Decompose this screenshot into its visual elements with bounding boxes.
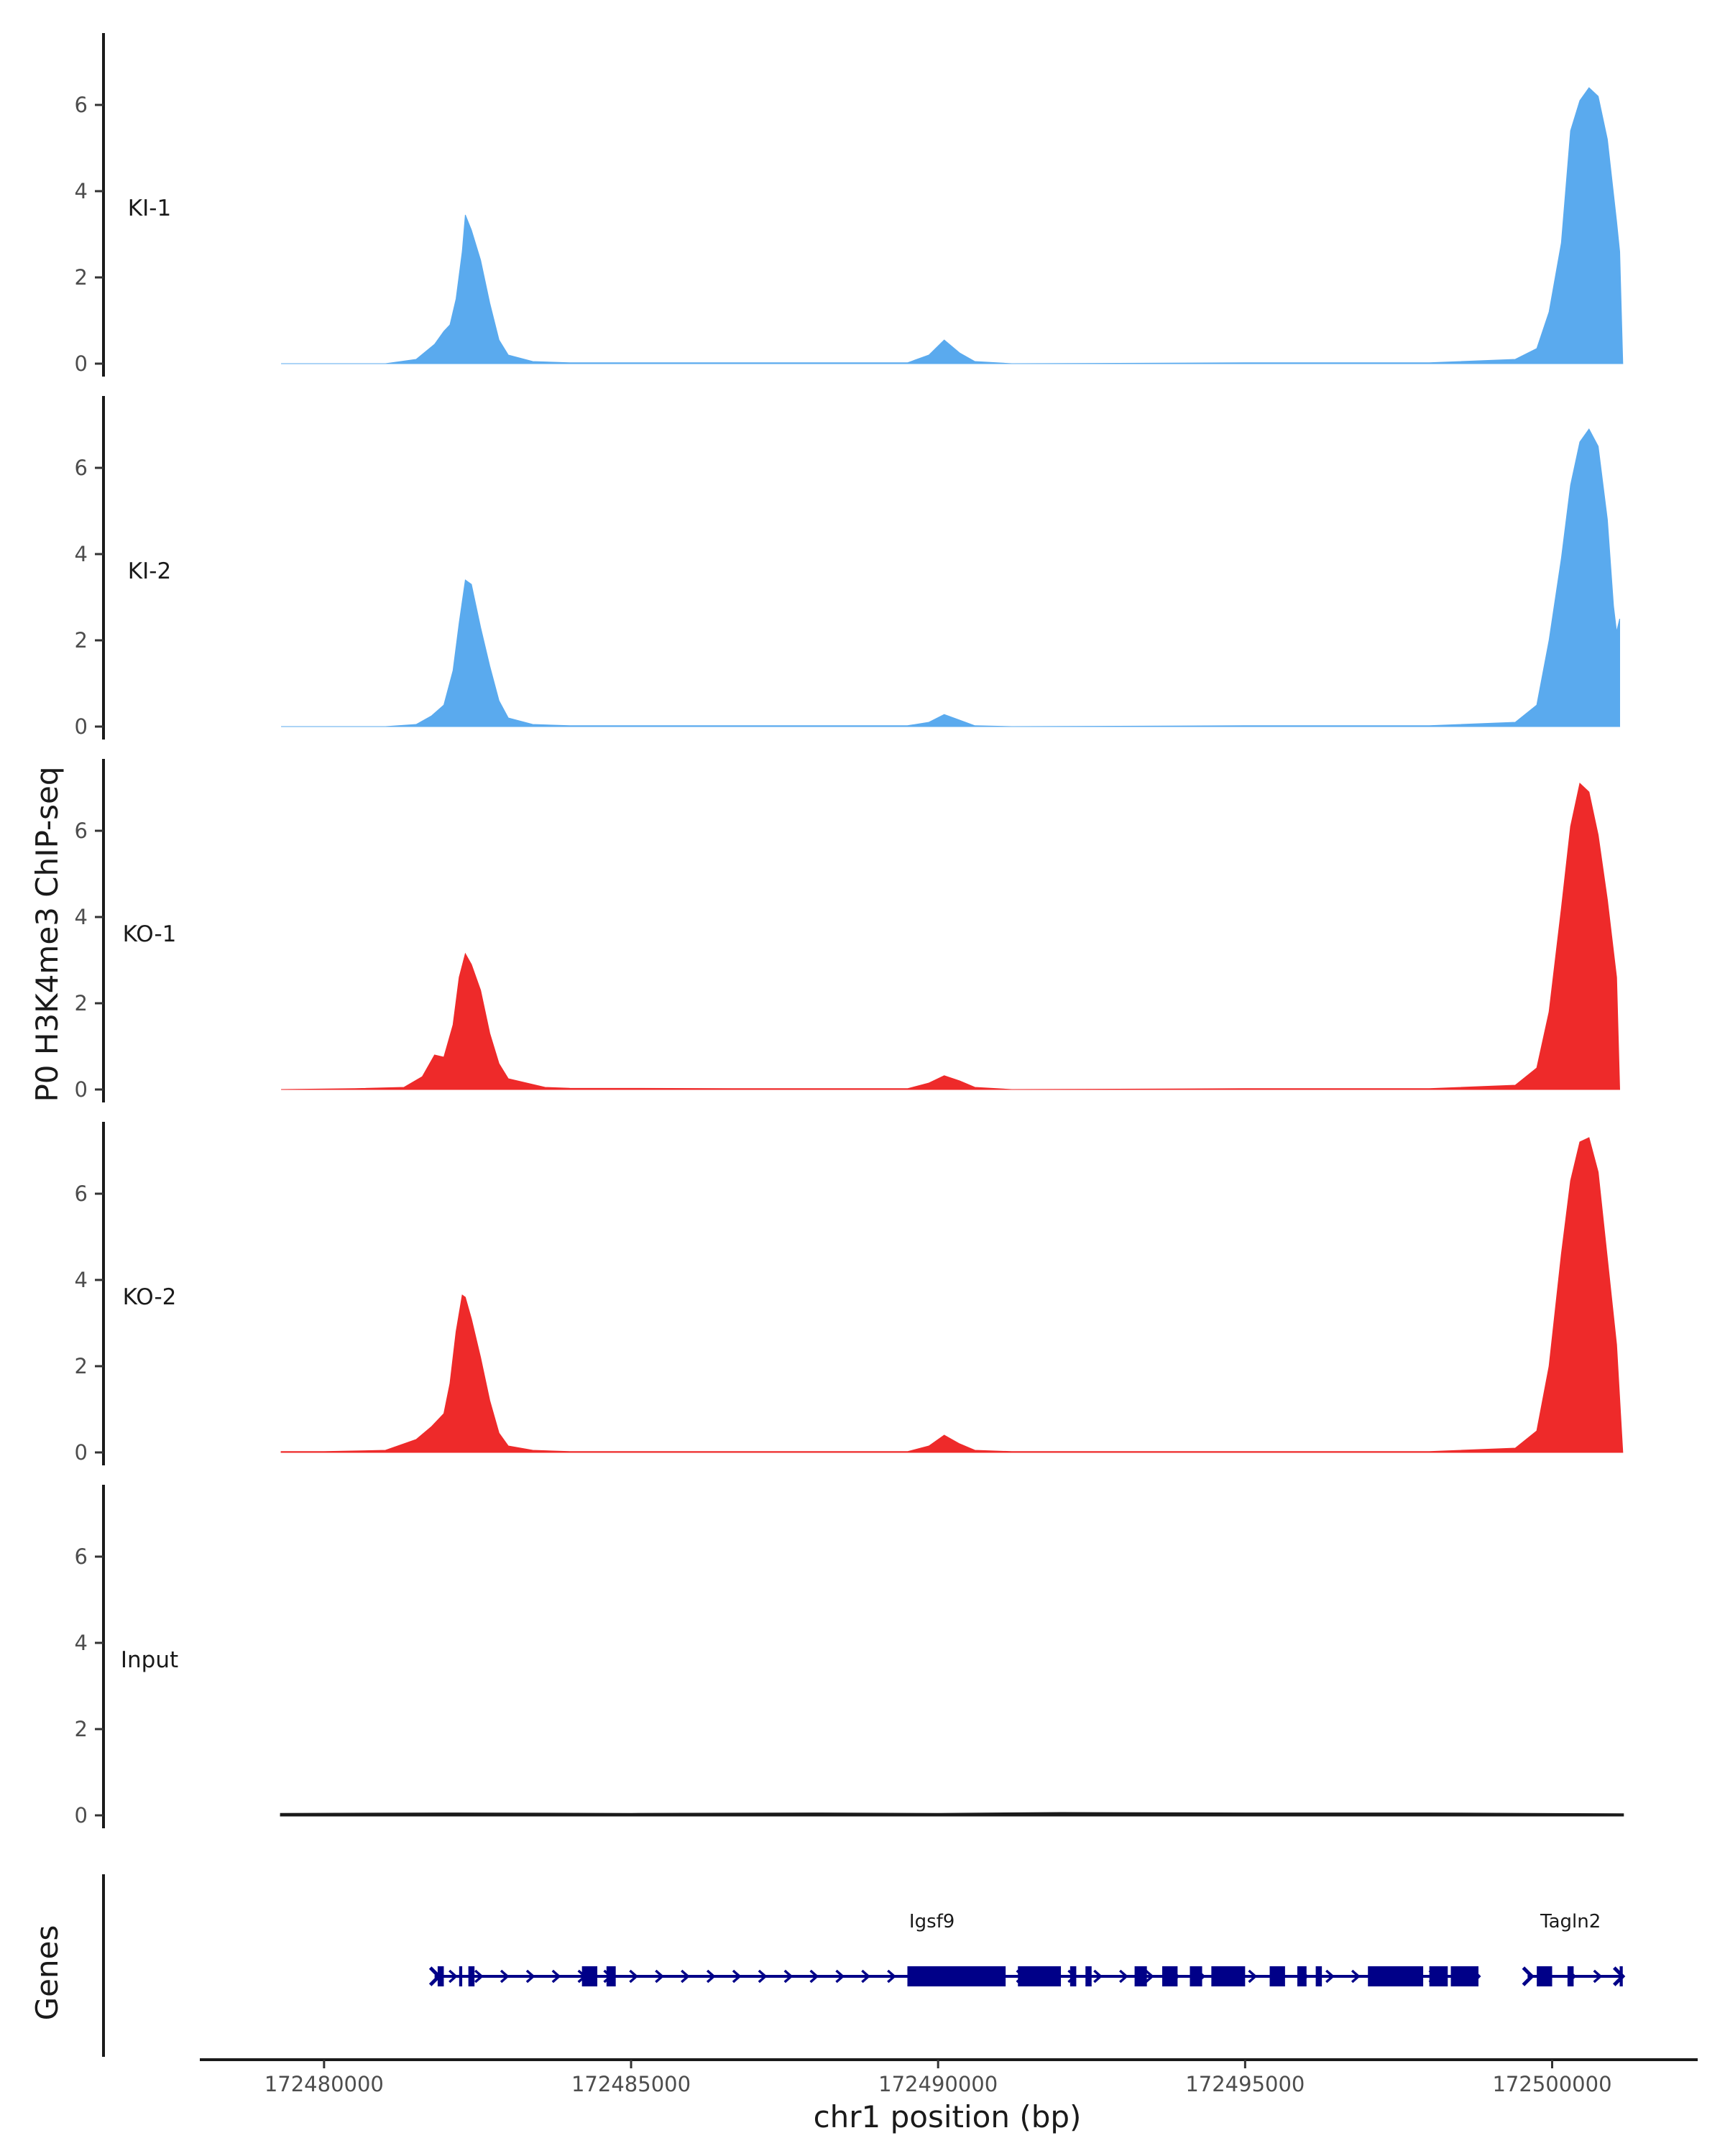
x-tick-label: 172495000 (1185, 2072, 1305, 2096)
y-tick-label: 4 (75, 1268, 88, 1292)
strand-arrow (809, 1969, 819, 1984)
gene-exon (1368, 1966, 1424, 1986)
gene-exon (1018, 1966, 1062, 1986)
signal-area-ki-1 (281, 87, 1624, 364)
y-tick-label: 6 (75, 93, 88, 117)
y-tick-label: 2 (75, 1354, 88, 1378)
y-tick-label: 6 (75, 1544, 88, 1569)
gene-exon (581, 1966, 598, 1986)
gene-exon (1567, 1966, 1574, 1986)
strand-arrow (681, 1969, 690, 1984)
x-tick-label: 172485000 (571, 2072, 691, 2096)
y-tick-label: 4 (75, 542, 88, 566)
gene-exon (1269, 1966, 1285, 1986)
track-ki-1: 0 2 4 6 KI-1 (75, 33, 1624, 377)
strand-arrow (861, 1969, 871, 1984)
track-label: KO-2 (123, 1284, 177, 1310)
y-tick-label: 4 (75, 905, 88, 929)
strand-arrow (1144, 1969, 1154, 1984)
gene-exon (1315, 1966, 1322, 1986)
track-input: 0 2 4 6 Input (75, 1485, 1624, 1828)
strand-arrow (706, 1969, 716, 1984)
y-tick-label: 4 (75, 1631, 88, 1655)
gene-exon (1190, 1966, 1202, 1986)
gene-start-arrow (428, 1966, 442, 1986)
gene-exon (606, 1966, 616, 1986)
track-label: KO-1 (123, 921, 177, 947)
gene-exon (1450, 1966, 1478, 1986)
strand-arrow (551, 1969, 561, 1984)
strand-arrow (500, 1969, 510, 1984)
strand-arrow (783, 1969, 794, 1984)
track-ki-2: 0 2 4 6 KI-2 (75, 396, 1620, 740)
genes-track-title: Genes (29, 1925, 65, 2021)
signal-area-input (280, 1812, 1624, 1817)
y-tick-label: 0 (75, 351, 88, 376)
signal-area-ki-2 (281, 428, 1620, 727)
x-tick-label: 172500000 (1492, 2072, 1611, 2096)
gene-exon (1537, 1966, 1552, 1986)
y-tick-label: 2 (75, 991, 88, 1015)
y-tick-label: 0 (75, 1440, 88, 1465)
signal-area-ko-2 (280, 1137, 1624, 1453)
gene-end-arrow (1612, 1966, 1626, 1986)
gene-exon (1297, 1966, 1307, 1986)
strand-arrow (1593, 1969, 1603, 1984)
y-tick-label: 6 (75, 456, 88, 480)
strand-arrow (629, 1969, 639, 1984)
x-tick-label: 172480000 (264, 2072, 384, 2096)
y-axis-title: P0 H3K4me3 ChIP-seq (29, 766, 65, 1102)
y-tick-label: 4 (75, 179, 88, 203)
y-tick-label: 0 (75, 1077, 88, 1102)
gene-tagln2: Tagln2 (1522, 1911, 1626, 1986)
track-label: Input (121, 1647, 178, 1673)
gene-exon (1211, 1966, 1246, 1986)
gene-exon (907, 1966, 1006, 1986)
gene-exon (1085, 1966, 1092, 1986)
strand-arrow (474, 1969, 484, 1984)
x-axis-title: chr1 position (bp) (814, 2099, 1082, 2134)
track-label: KI-2 (128, 558, 171, 584)
gene-exon (1070, 1966, 1077, 1986)
strand-arrow (1119, 1969, 1128, 1984)
strand-arrow (1248, 1969, 1258, 1984)
signal-area-ko-1 (281, 783, 1621, 1090)
strand-arrow (1351, 1969, 1361, 1984)
signal-tracks: 0 2 4 6 KI-1 0 2 4 6 KI-2 0 2 4 6 KO-1 0 2 4 6 KO-2 0 2 4 6 Inpu… (75, 33, 1624, 1828)
y-tick-label: 0 (75, 714, 88, 739)
y-tick-label: 6 (75, 819, 88, 843)
gene-start-arrow (1522, 1966, 1535, 1986)
gene-exon (468, 1966, 475, 1986)
gene-igsf9: Igsf9 (428, 1911, 1481, 1986)
x-tick-label: 172490000 (878, 2072, 998, 2096)
track-ko-2: 0 2 4 6 KO-2 (75, 1122, 1624, 1465)
gene-label: Tagln2 (1540, 1911, 1601, 1932)
genes-track: Igsf9 Tagln2 (102, 1874, 1626, 2057)
strand-arrow (758, 1969, 768, 1984)
strand-arrow (655, 1969, 664, 1984)
strand-arrow (887, 1969, 896, 1984)
gene-exon (459, 1966, 463, 1986)
strand-arrow (525, 1969, 535, 1984)
y-tick-label: 2 (75, 1717, 88, 1741)
y-tick-label: 0 (75, 1803, 88, 1828)
y-tick-label: 2 (75, 628, 88, 653)
y-tick-label: 2 (75, 265, 88, 290)
gene-exon (1162, 1966, 1178, 1986)
track-label: KI-1 (128, 195, 171, 221)
x-axis: 172480000 172485000 172490000 172495000 1725… (200, 2058, 1698, 2096)
strand-arrow (835, 1969, 845, 1984)
strand-arrow (732, 1969, 742, 1984)
y-tick-label: 6 (75, 1181, 88, 1206)
gene-exon (1134, 1966, 1147, 1986)
gene-end-arrow (1468, 1966, 1481, 1986)
gene-exon (1429, 1966, 1448, 1986)
strand-arrow (1093, 1969, 1103, 1984)
strand-arrow (1325, 1969, 1335, 1984)
gene-label: Igsf9 (909, 1911, 954, 1932)
strand-arrow (448, 1969, 458, 1984)
track-ko-1: 0 2 4 6 KO-1 (75, 759, 1621, 1102)
